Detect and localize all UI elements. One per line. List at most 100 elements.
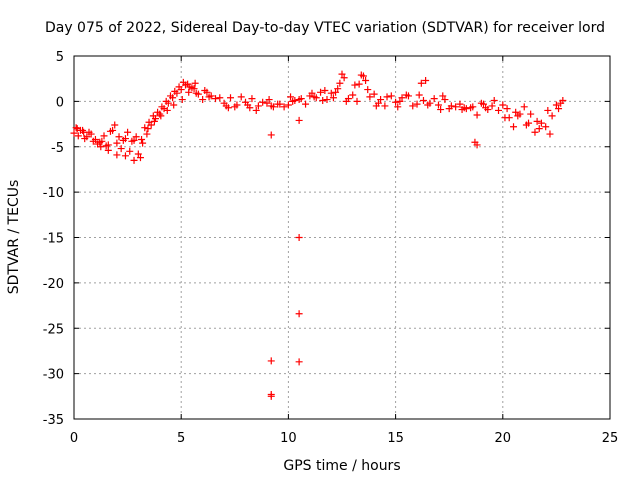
data-point — [295, 234, 303, 241]
data-point — [289, 97, 297, 105]
data-point — [334, 85, 342, 93]
data-point — [191, 79, 199, 87]
data-point — [319, 96, 327, 104]
data-point — [100, 132, 108, 140]
x-tick-label: 0 — [70, 431, 78, 446]
data-point — [259, 98, 267, 106]
y-tick-label: -15 — [43, 232, 64, 247]
data-point — [237, 93, 245, 101]
data-point — [113, 151, 121, 159]
data-point — [392, 98, 400, 106]
data-point — [546, 130, 554, 138]
data-point — [227, 94, 235, 102]
data-point — [102, 142, 110, 150]
data-point — [482, 104, 490, 112]
data-point — [430, 95, 438, 103]
data-point — [111, 121, 119, 129]
data-point — [128, 137, 136, 145]
data-point — [353, 97, 361, 105]
data-point — [488, 102, 496, 110]
y-tick-label: -20 — [43, 277, 64, 292]
data-point — [510, 123, 518, 131]
data-point — [149, 112, 157, 120]
data-point — [143, 130, 151, 138]
data-point — [402, 91, 410, 99]
data-point — [265, 96, 273, 104]
data-point — [126, 147, 134, 155]
data-point — [106, 127, 114, 135]
data-point — [480, 100, 488, 108]
data-point — [383, 93, 391, 101]
data-point — [287, 93, 295, 101]
data-point — [203, 88, 211, 96]
x-tick-label: 5 — [177, 431, 185, 446]
data-point — [321, 86, 329, 94]
data-point — [495, 106, 503, 114]
data-point — [357, 71, 365, 79]
data-point — [144, 125, 152, 133]
data-point — [74, 132, 82, 140]
data-point — [267, 131, 275, 139]
data-point — [224, 104, 232, 112]
data-point — [424, 101, 432, 109]
data-point — [216, 94, 224, 102]
data-point — [340, 74, 348, 82]
data-point — [124, 128, 132, 136]
data-point — [113, 139, 121, 147]
data-point — [184, 80, 192, 88]
data-point — [434, 101, 442, 109]
data-point — [207, 92, 215, 100]
data-point — [80, 128, 88, 136]
x-tick-label: 25 — [602, 431, 619, 446]
data-point — [199, 96, 207, 104]
data-point — [246, 104, 254, 112]
data-point — [175, 83, 183, 91]
data-point — [351, 81, 359, 89]
data-point — [419, 96, 427, 104]
data-point — [104, 146, 112, 154]
data-point — [445, 105, 453, 113]
data-point — [548, 112, 556, 120]
data-point — [413, 100, 421, 108]
data-point — [439, 92, 447, 100]
data-point — [514, 112, 522, 120]
data-point — [415, 91, 423, 99]
data-points — [70, 70, 567, 400]
y-tick-label: 0 — [56, 95, 64, 110]
data-point — [185, 88, 193, 96]
data-point — [89, 137, 97, 145]
data-point — [252, 106, 260, 114]
data-point — [157, 112, 165, 120]
data-point — [387, 92, 395, 100]
data-point — [520, 103, 528, 111]
data-point — [336, 79, 344, 87]
data-point — [366, 93, 374, 101]
data-point — [141, 124, 149, 132]
x-tick-label: 10 — [280, 431, 297, 446]
data-point — [280, 103, 288, 111]
y-tick-label: -30 — [43, 368, 64, 383]
data-point — [178, 96, 186, 104]
data-point — [308, 89, 316, 97]
data-point — [342, 97, 350, 105]
data-point — [396, 97, 404, 105]
data-point — [473, 111, 481, 119]
data-point — [398, 94, 406, 102]
data-point — [377, 96, 385, 104]
data-point — [533, 117, 541, 125]
data-point — [162, 97, 170, 105]
data-point — [370, 90, 378, 98]
data-point — [355, 80, 363, 88]
y-tick-label: -5 — [51, 141, 64, 156]
data-point — [136, 154, 144, 162]
data-point — [531, 128, 539, 136]
axis-ticks — [73, 55, 611, 420]
data-point — [254, 102, 262, 110]
x-tick-label: 15 — [387, 431, 404, 446]
data-point — [460, 104, 468, 112]
data-point — [73, 125, 81, 133]
data-point — [150, 117, 158, 125]
y-tick-label: 5 — [56, 50, 64, 65]
data-point — [166, 92, 174, 100]
